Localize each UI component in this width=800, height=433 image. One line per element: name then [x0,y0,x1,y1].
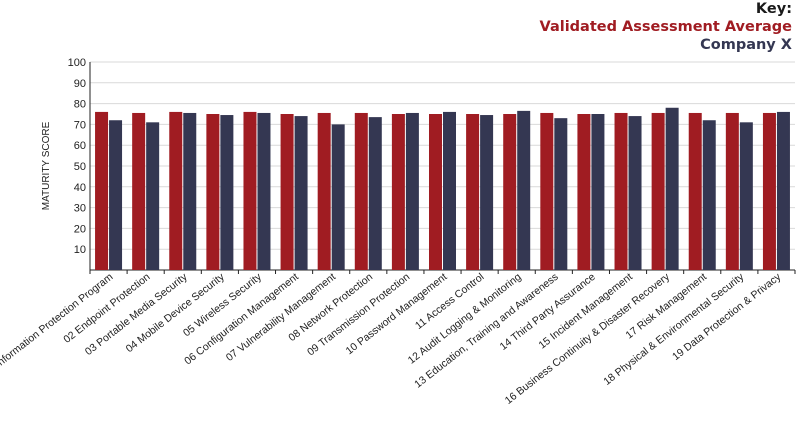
y-axis-label: MATURITY SCORE [41,121,52,210]
bar-company-x [776,111,790,270]
y-tick-label: 30 [74,203,86,215]
y-tick-label: 10 [74,244,86,256]
bar-company-x [257,112,271,271]
legend-item-validated-assessment-average: Validated Assessment Average [539,19,792,35]
bar-validated-assessment-average [280,114,294,270]
bar-company-x [443,111,456,270]
y-tick-label: 40 [74,182,86,194]
bar-validated-assessment-average [503,114,517,270]
bar-validated-assessment-average [132,112,146,271]
bar-company-x [146,122,160,270]
y-tick-label: 100 [68,57,86,69]
bar-company-x [109,120,123,271]
legend: Key: Validated Assessment Average Compan… [540,0,792,54]
bar-validated-assessment-average [762,112,776,271]
y-tick-label: 70 [74,119,86,131]
bar-company-x [480,115,494,270]
bar-validated-assessment-average [95,111,109,270]
y-tick-label: 60 [74,140,86,152]
bar-validated-assessment-average [688,112,702,271]
bar-company-x [183,112,197,271]
bar-company-x [368,117,382,271]
bar-company-x [628,116,642,270]
bar-validated-assessment-average [317,112,331,271]
y-tick-label: 80 [74,99,86,111]
bar-validated-assessment-average [577,114,591,270]
bar-company-x [220,115,234,270]
bar-validated-assessment-average [243,111,257,270]
bar-company-x [517,110,531,270]
y-tick-label: 20 [74,223,86,235]
bar-validated-assessment-average [651,112,665,271]
bar-validated-assessment-average [614,112,628,271]
bar-company-x [331,124,345,271]
y-tick-label: 50 [74,161,86,173]
bar-company-x [294,116,308,270]
bar-validated-assessment-average [206,114,220,270]
x-tick-label: 01 Information Protection Program [0,271,116,379]
bar-validated-assessment-average [169,111,183,270]
bar-company-x [702,120,716,271]
legend-title: Key: [755,1,792,17]
bar-validated-assessment-average [466,114,480,270]
bar-validated-assessment-average [540,112,554,271]
legend-item-company-x: Company X [700,37,792,53]
bar-validated-assessment-average [429,114,442,270]
bar-company-x [665,107,679,270]
bar-validated-assessment-average [354,112,368,271]
bar-company-x [405,112,419,271]
bar-company-x [591,114,605,270]
bar-company-x [739,122,753,270]
bar-validated-assessment-average [391,114,405,270]
y-tick-label: 90 [74,78,86,90]
bar-validated-assessment-average [725,112,739,271]
bar-company-x [554,118,568,270]
